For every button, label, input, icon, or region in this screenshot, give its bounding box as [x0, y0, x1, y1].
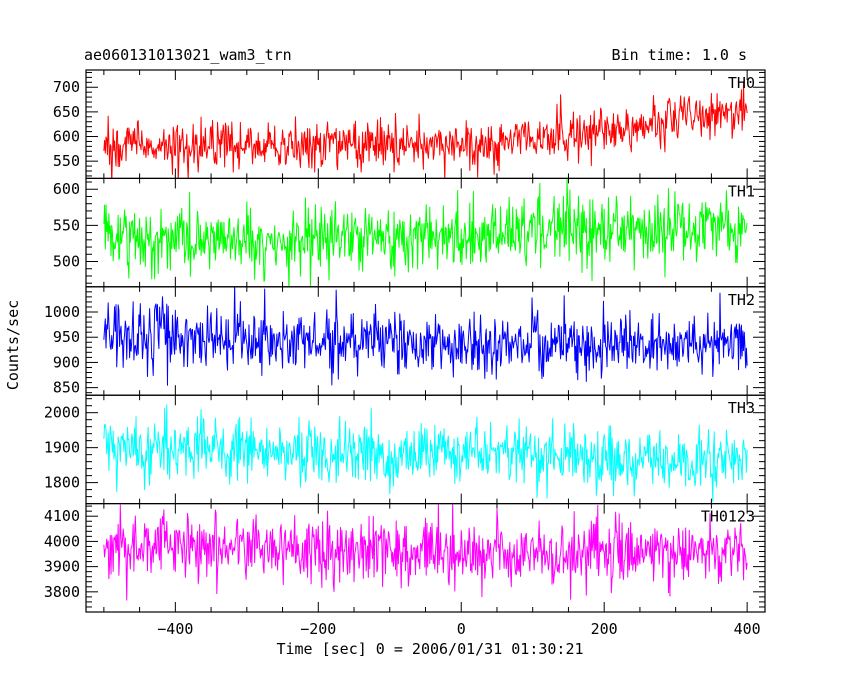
y-tick-label: 4000 — [44, 532, 80, 550]
x-axis-label: Time [sec] 0 = 2006/01/31 01:30:21 — [276, 640, 583, 658]
y-tick-label: 1800 — [44, 474, 80, 492]
x-tick-label: 0 — [457, 620, 466, 638]
y-tick-label: 2000 — [44, 404, 80, 422]
series-line-th0 — [103, 81, 748, 179]
x-tick-label: 200 — [591, 620, 618, 638]
y-tick-label: 1900 — [44, 439, 80, 457]
x-tick-label: −400 — [157, 620, 193, 638]
panel-label-th3: TH3 — [728, 399, 755, 417]
panel-label-th1: TH1 — [728, 182, 755, 200]
panels-layer: 550 600 650 700 TH0 500 550 600 TH1 850 900 950 1000… — [44, 69, 766, 638]
y-tick-label: 700 — [53, 78, 80, 96]
y-tick-label: 500 — [53, 253, 80, 271]
y-tick-label: 650 — [53, 103, 80, 121]
y-axis-label: Counts/sec — [4, 300, 22, 390]
y-tick-label: 600 — [53, 128, 80, 146]
y-tick-label: 600 — [53, 180, 80, 198]
y-tick-label: 4100 — [44, 507, 80, 525]
chart-title: ae060131013021_wam3_trn — [84, 46, 292, 64]
y-tick-label: 3800 — [44, 583, 80, 601]
panel-label-th0: TH0 — [728, 74, 755, 92]
panel-th1: 500 550 600 TH1 — [53, 177, 766, 288]
panel-label-th2: TH2 — [728, 291, 755, 309]
series-line-th3 — [103, 404, 748, 503]
x-tick-label: 400 — [734, 620, 761, 638]
y-tick-label: 1000 — [44, 303, 80, 321]
y-tick-label: 850 — [53, 379, 80, 397]
panel-th3: 1800 1900 2000 TH3 — [44, 394, 766, 505]
y-tick-label: 550 — [53, 152, 80, 170]
y-tick-label: 900 — [53, 353, 80, 371]
panel-label-th0123: TH0123 — [701, 508, 755, 526]
bin-time-label: Bin time: 1.0 s — [612, 46, 747, 64]
y-tick-label: 3900 — [44, 558, 80, 576]
y-tick-label: 950 — [53, 328, 80, 346]
series-line-th0123 — [103, 503, 748, 601]
panel-th2: 850 900 950 1000 TH2 — [44, 286, 766, 397]
series-line-th1 — [103, 178, 748, 287]
panel-th0: 550 600 650 700 TH0 — [53, 69, 766, 180]
x-tick-label: −200 — [300, 620, 336, 638]
series-line-th2 — [103, 286, 748, 386]
y-tick-label: 550 — [53, 216, 80, 234]
panel-th0123: 3800 3900 4000 4100 TH0123 — [44, 503, 766, 613]
